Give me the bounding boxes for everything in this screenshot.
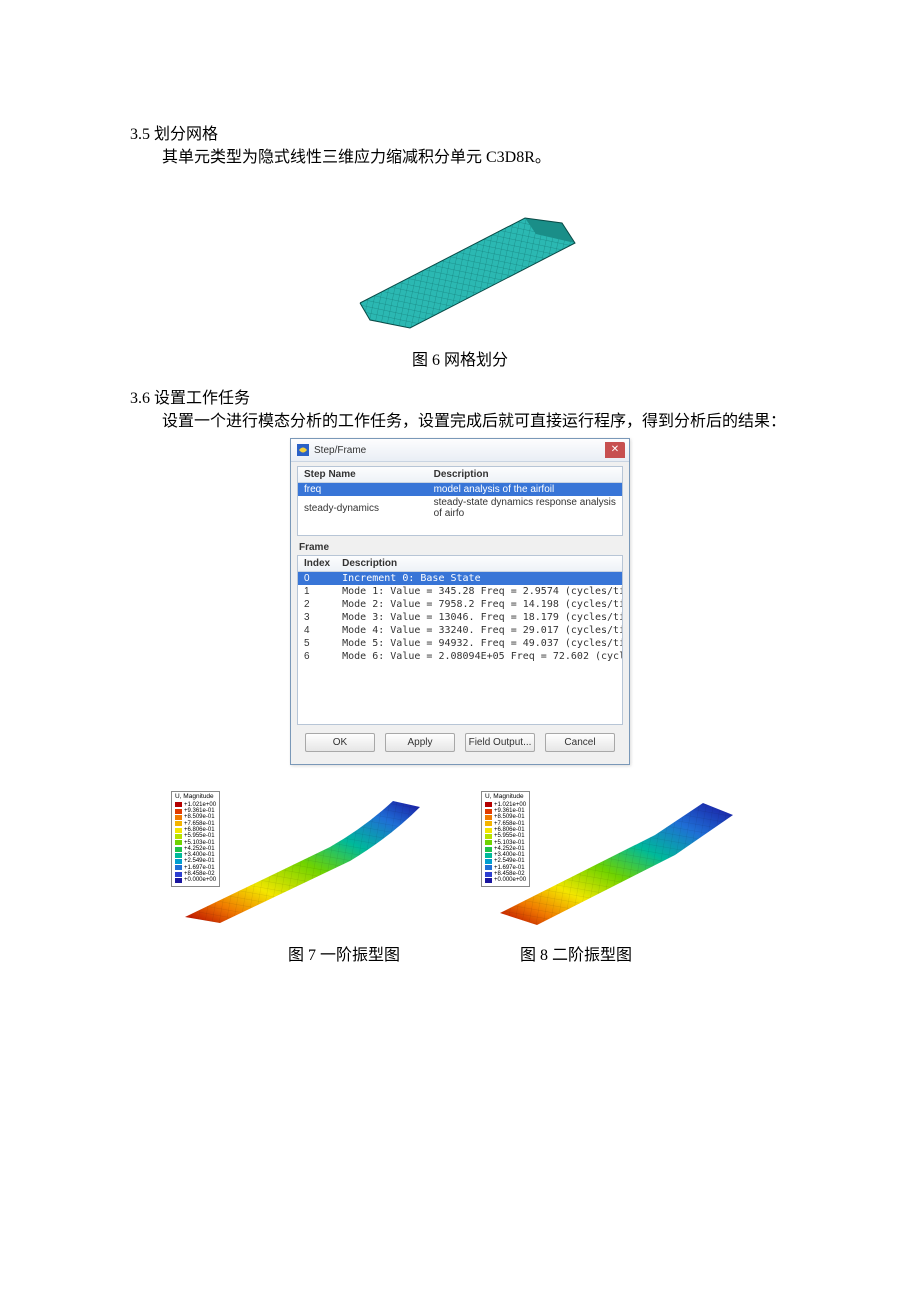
frame-index-cell: 5: [298, 637, 336, 650]
legend-swatch: [485, 809, 492, 814]
legend-swatch: [485, 878, 492, 883]
mesh-illustration: [330, 188, 590, 338]
legend-swatch: [175, 859, 182, 864]
section-3-6-heading: 3.6 设置工作任务: [130, 384, 790, 408]
table-row[interactable]: 0Increment 0: Base State: [298, 572, 623, 586]
col-step-desc: Description: [428, 467, 622, 483]
col-frame-desc: Description: [336, 556, 623, 572]
legend-swatch: [175, 872, 182, 877]
dialog-title: Step/Frame: [314, 445, 366, 456]
legend-swatch: [485, 815, 492, 820]
legend-mode1: U, Magnitude +1.021e+00+9.361e-01+8.509e…: [171, 791, 220, 887]
figure-7-caption: 图 7 一阶振型图: [288, 941, 400, 965]
table-row[interactable]: steady-dynamicssteady-state dynamics res…: [298, 496, 622, 520]
legend-swatch: [485, 834, 492, 839]
legend-swatch: [485, 821, 492, 826]
legend-swatch: [485, 872, 492, 877]
table-row[interactable]: 2Mode 2: Value = 7958.2 Freq = 14.198 (c…: [298, 598, 623, 611]
legend-swatch: [175, 853, 182, 858]
legend-value: +0.000e+00: [184, 877, 216, 883]
legend-title: U, Magnitude: [485, 794, 526, 801]
legend-swatch: [485, 840, 492, 845]
frames-list[interactable]: Index Description 0Increment 0: Base Sta…: [297, 555, 623, 725]
frame-desc-cell: Mode 4: Value = 33240. Freq = 29.017 (cy…: [336, 624, 623, 637]
legend-swatch: [175, 840, 182, 845]
frame-index-cell: 2: [298, 598, 336, 611]
step-desc-cell: model analysis of the airfoil: [428, 483, 622, 497]
section-3-6-para: 设置一个进行模态分析的工作任务，设置完成后就可直接运行程序，得到分析后的结果：: [130, 410, 790, 434]
section-3-5-para: 其单元类型为隐式线性三维应力缩减积分单元 C3D8R。: [130, 146, 790, 170]
frame-index-cell: 4: [298, 624, 336, 637]
step-name-cell: steady-dynamics: [298, 496, 428, 520]
legend-swatch: [175, 865, 182, 870]
frame-index-cell: 3: [298, 611, 336, 624]
legend-swatch: [175, 809, 182, 814]
legend-swatch: [175, 834, 182, 839]
legend-swatch: [485, 859, 492, 864]
abaqus-icon: [297, 444, 309, 456]
frame-desc-cell: Increment 0: Base State: [336, 572, 623, 586]
legend-swatch: [485, 802, 492, 807]
mode-figures-row: U, Magnitude +1.021e+00+9.361e-01+8.509e…: [130, 785, 790, 935]
step-desc-cell: steady-state dynamics response analysis …: [428, 496, 622, 520]
frame-index-cell: 6: [298, 650, 336, 663]
figure-8-caption: 图 8 二阶振型图: [520, 941, 632, 965]
frame-desc-cell: Mode 3: Value = 13046. Freq = 18.179 (cy…: [336, 611, 623, 624]
table-row[interactable]: 5Mode 5: Value = 94932. Freq = 49.037 (c…: [298, 637, 623, 650]
legend-value: +0.000e+00: [494, 877, 526, 883]
frames-header-row: Index Description: [298, 556, 623, 572]
frame-desc-cell: Mode 6: Value = 2.08094E+05 Freq = 72.60…: [336, 650, 623, 663]
legend-swatch: [485, 865, 492, 870]
legend-swatch: [175, 878, 182, 883]
legend-title: U, Magnitude: [175, 794, 216, 801]
apply-button[interactable]: Apply: [385, 733, 455, 752]
frame-section-label: Frame: [299, 542, 623, 553]
frame-desc-cell: Mode 1: Value = 345.28 Freq = 2.9574 (cy…: [336, 585, 623, 598]
legend-swatch: [485, 847, 492, 852]
steps-list[interactable]: Step Name Description freqmodel analysis…: [297, 466, 623, 536]
steps-header-row: Step Name Description: [298, 467, 622, 483]
legend-swatch: [175, 847, 182, 852]
legend-mode2: U, Magnitude +1.021e+00+9.361e-01+8.509e…: [481, 791, 530, 887]
legend-swatch: [175, 828, 182, 833]
legend-swatch: [485, 853, 492, 858]
col-index: Index: [298, 556, 336, 572]
legend-entry: +0.000e+00: [175, 877, 216, 883]
table-row[interactable]: 4Mode 4: Value = 33240. Freq = 29.017 (c…: [298, 624, 623, 637]
step-name-cell: freq: [298, 483, 428, 497]
ok-button[interactable]: OK: [305, 733, 375, 752]
cancel-button[interactable]: Cancel: [545, 733, 615, 752]
legend-entry: +0.000e+00: [485, 877, 526, 883]
table-row[interactable]: 6Mode 6: Value = 2.08094E+05 Freq = 72.6…: [298, 650, 623, 663]
frame-desc-cell: Mode 5: Value = 94932. Freq = 49.037 (cy…: [336, 637, 623, 650]
legend-swatch: [175, 802, 182, 807]
figure-6-caption: 图 6 网格划分: [130, 346, 790, 370]
col-step-name: Step Name: [298, 467, 428, 483]
table-row[interactable]: freqmodel analysis of the airfoil: [298, 483, 622, 497]
close-icon[interactable]: ✕: [605, 442, 625, 458]
legend-swatch: [175, 815, 182, 820]
table-row[interactable]: 3Mode 3: Value = 13046. Freq = 18.179 (c…: [298, 611, 623, 624]
figure-8: U, Magnitude +1.021e+00+9.361e-01+8.509e…: [475, 785, 755, 935]
step-frame-dialog: Step/Frame ✕ Step Name Description freqm…: [290, 438, 630, 765]
frame-desc-cell: Mode 2: Value = 7958.2 Freq = 14.198 (cy…: [336, 598, 623, 611]
frame-index-cell: 1: [298, 585, 336, 598]
figure-7: U, Magnitude +1.021e+00+9.361e-01+8.509e…: [165, 785, 445, 935]
figure-6-mesh: [130, 188, 790, 338]
legend-swatch: [485, 828, 492, 833]
dialog-titlebar: Step/Frame ✕: [291, 439, 629, 462]
field-output-button[interactable]: Field Output...: [465, 733, 535, 752]
section-3-5-heading: 3.5 划分网格: [130, 120, 790, 144]
legend-swatch: [175, 821, 182, 826]
table-row[interactable]: 1Mode 1: Value = 345.28 Freq = 2.9574 (c…: [298, 585, 623, 598]
frame-index-cell: 0: [298, 572, 336, 586]
